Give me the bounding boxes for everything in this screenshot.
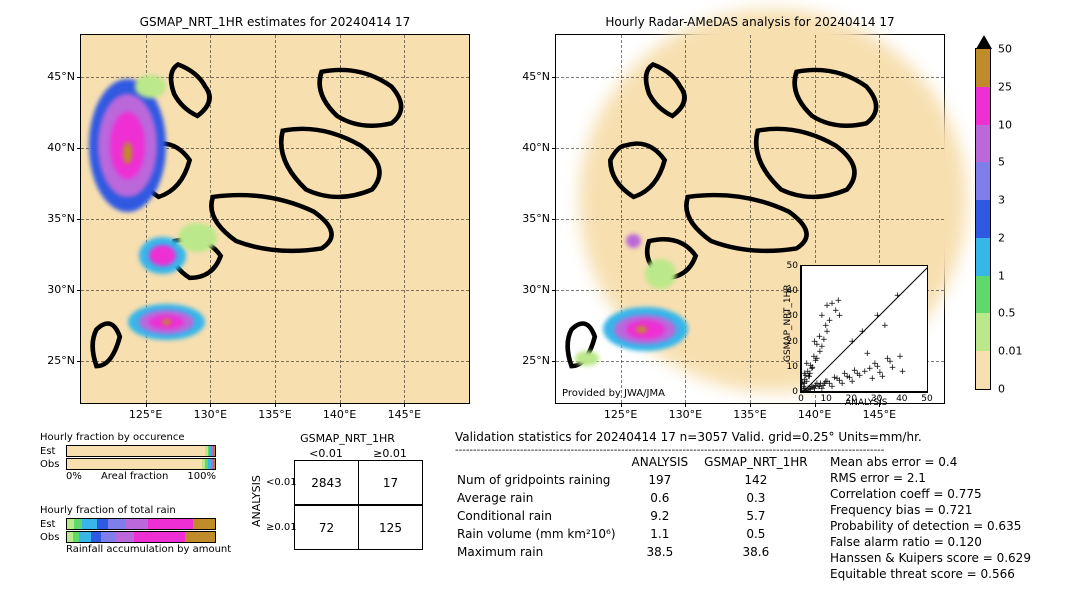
xtick: 130°E (669, 408, 702, 421)
scatter-panel: ANALYSIS GSMAP_NRT_1HR 00101020203030404… (800, 265, 928, 393)
xtick: 135°E (258, 408, 291, 421)
ytick: 25°N (518, 354, 550, 367)
total-rain-bars: Hourly fraction of total rain Est Obs Rai… (40, 505, 240, 557)
ytick: 30°N (518, 283, 550, 296)
map-left: GSMAP_NRT_1HR estimates for 20240414 17 … (80, 34, 470, 404)
occurrence-bars: Hourly fraction by occurence Est Obs 0% A… (40, 432, 240, 482)
bar-label: Est (40, 446, 66, 457)
colorbar: 50251053210.50.010 (975, 48, 991, 390)
rain-blob (575, 351, 598, 366)
val-row-a: 9.2 (632, 509, 703, 525)
ct-col-title: GSMAP_NRT_1HR (272, 432, 423, 445)
val-row-a: 197 (632, 473, 703, 489)
colorbar-label: 1 (998, 269, 1028, 282)
ct-cell-11: 125 (359, 506, 423, 550)
rain-blob (149, 245, 176, 266)
occ-left-label: 0% (66, 471, 82, 482)
val-col1: ANALYSIS (632, 455, 703, 471)
val-metric: Frequency bias = 0.721 (830, 503, 1031, 517)
ytick: 45°N (518, 70, 550, 83)
total-rain-title: Hourly fraction of total rain (40, 505, 240, 516)
val-metric: Mean abs error = 0.4 (830, 455, 1031, 469)
val-row-a: 38.5 (632, 545, 703, 561)
val-row-label: Conditional rain (457, 509, 630, 525)
colorbar-label: 25 (998, 80, 1028, 93)
ytick: 35°N (518, 212, 550, 225)
rain-blob (636, 326, 648, 333)
ct-rowh-0: <0.01 (266, 477, 294, 488)
validation-table: ANALYSISGSMAP_NRT_1HR Num of gridpoints … (455, 453, 824, 563)
ct-cell-10: 72 (295, 506, 359, 550)
val-metric: RMS error = 2.1 (830, 471, 1031, 485)
val-row-label: Num of gridpoints raining (457, 473, 630, 489)
map-left-title: GSMAP_NRT_1HR estimates for 20240414 17 (81, 15, 469, 29)
map-right-title: Hourly Radar-AMeDAS analysis for 2024041… (556, 15, 944, 29)
occurrence-title: Hourly fraction by occurence (40, 432, 240, 443)
validation-divider: ----------------------------------------… (455, 445, 965, 453)
ytick: 35°N (43, 212, 75, 225)
ct-colh-0: <0.01 (294, 447, 358, 460)
xtick: 145°E (388, 408, 421, 421)
xtick: 125°E (604, 408, 637, 421)
colorbar-label: 2 (998, 231, 1028, 244)
contingency-table: GSMAP_NRT_1HR ANALYSIS <0.01 ≥0.01 <0.01… (250, 432, 423, 555)
val-row-b: 0.3 (704, 491, 821, 507)
total-rain-caption: Rainfall accumulation by amount (66, 544, 240, 555)
xtick: 135°E (733, 408, 766, 421)
ct-cell-00: 2843 (295, 461, 359, 505)
val-col2: GSMAP_NRT_1HR (704, 455, 821, 471)
val-row-a: 1.1 (632, 527, 703, 543)
validation-metrics: Mean abs error = 0.4 RMS error = 2.1 Corre… (830, 455, 1031, 583)
validation-title: Validation statistics for 20240414 17 n=… (455, 430, 965, 444)
val-row-b: 38.6 (704, 545, 821, 561)
ct-cell-01: 17 (359, 461, 423, 505)
colorbar-label: 10 (998, 118, 1028, 131)
colorbar-arrow-icon (976, 35, 992, 49)
ytick: 30°N (43, 283, 75, 296)
colorbar-label: 5 (998, 156, 1028, 169)
val-row-a: 0.6 (632, 491, 703, 507)
colorbar-label: 3 (998, 194, 1028, 207)
val-row-label: Maximum rain (457, 545, 630, 561)
rain-blob (162, 319, 171, 325)
colorbar-label: 0.5 (998, 307, 1028, 320)
colorbar-label: 50 (998, 43, 1028, 56)
val-metric: False alarm ratio = 0.120 (830, 535, 1031, 549)
bar-label: Obs (40, 532, 66, 543)
val-metric: Correlation coeff = 0.775 (830, 487, 1031, 501)
rain-blob (123, 142, 132, 164)
xtick: 140°E (323, 408, 356, 421)
val-row-b: 0.5 (704, 527, 821, 543)
val-row-label: Average rain (457, 491, 630, 507)
val-row-b: 142 (704, 473, 821, 489)
val-row-b: 5.7 (704, 509, 821, 525)
map-credit: Provided by JWA/JMA (562, 388, 665, 399)
ytick: 25°N (43, 354, 75, 367)
ct-row-title: ANALYSIS (250, 447, 266, 555)
xtick: 140°E (798, 408, 831, 421)
val-metric: Hanssen & Kuipers score = 0.629 (830, 551, 1031, 565)
val-metric: Probability of detection = 0.635 (830, 519, 1031, 533)
colorbar-label: 0 (998, 383, 1028, 396)
ytick: 40°N (518, 141, 550, 154)
ytick: 45°N (43, 70, 75, 83)
rain-blob (178, 223, 217, 252)
rain-blob (645, 259, 676, 288)
bar-label: Est (40, 519, 66, 530)
rain-blob (135, 75, 166, 97)
val-row-label: Rain volume (mm km²10⁶) (457, 527, 630, 543)
colorbar-label: 0.01 (998, 345, 1028, 358)
ct-rowh-1: ≥0.01 (266, 522, 294, 533)
ytick: 40°N (43, 141, 75, 154)
occ-right-label: 100% (187, 471, 216, 482)
occ-xlabel: Areal fraction (101, 471, 168, 482)
bar-label: Obs (40, 459, 66, 470)
xtick: 145°E (863, 408, 896, 421)
xtick: 130°E (194, 408, 227, 421)
xtick: 125°E (129, 408, 162, 421)
val-metric: Equitable threat score = 0.566 (830, 567, 1031, 581)
ct-colh-1: ≥0.01 (358, 447, 422, 460)
